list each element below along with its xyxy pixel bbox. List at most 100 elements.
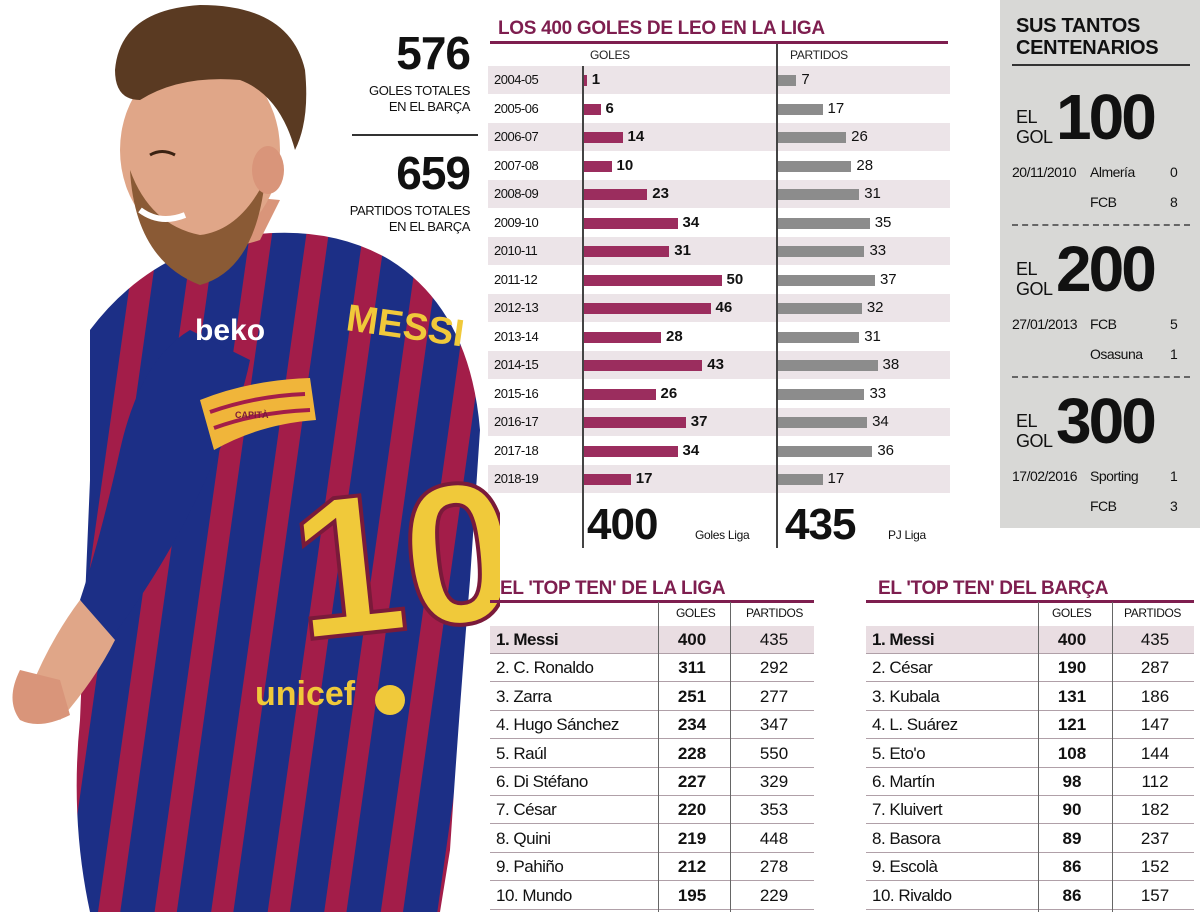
- centenary-team-2: Osasuna: [1090, 346, 1143, 362]
- match-bar: [778, 75, 797, 86]
- goal-value: 37: [690, 413, 708, 430]
- top-ten-liga-matches: 292: [759, 658, 789, 678]
- goal-bar: [584, 360, 703, 371]
- match-bar: [778, 217, 870, 229]
- match-value: 26: [851, 128, 868, 145]
- top-ten-barca-player-name: 3. Kubala: [872, 686, 940, 706]
- top-ten-barca-matches: 152: [1140, 857, 1170, 877]
- match-bar: [778, 360, 878, 371]
- season-label: 2016-17: [494, 414, 539, 429]
- top-ten-barca-row: 2. César 190 287: [866, 654, 1194, 683]
- season-label: 2012-13: [494, 300, 539, 315]
- top-ten-liga-player-name: 5. Raúl: [496, 743, 547, 763]
- centenary-goal-number: 200: [1056, 233, 1157, 305]
- total-goals-value: 576: [396, 27, 471, 79]
- top-ten-barca-goals: 400: [1057, 630, 1087, 649]
- chart-title-underline: [490, 41, 948, 44]
- top-ten-barca-row: 6. Martín 98 112: [866, 768, 1194, 796]
- top-ten-barca-col-divider: [1038, 602, 1039, 912]
- season-label: 2011-12: [494, 271, 538, 287]
- centenary-separator: [1012, 376, 1190, 378]
- top-ten-barca-player-name: 1. Messi: [872, 630, 935, 649]
- top-ten-liga-matches: 435: [759, 630, 789, 649]
- centenary-score-2: 1: [1170, 346, 1178, 362]
- top-ten-barca-row: 10. Rivaldo 86 157: [866, 882, 1194, 910]
- top-ten-liga-player-name: 2. C. Ronaldo: [496, 658, 594, 678]
- centenary-team-2: FCB: [1090, 498, 1117, 514]
- match-bar: [778, 388, 865, 400]
- goal-value: 14: [627, 128, 645, 145]
- top-ten-liga-row: 4. Hugo Sánchez 234 347: [490, 711, 814, 740]
- season-label: 2017-18: [494, 442, 539, 458]
- match-bar: [778, 103, 823, 115]
- top-ten-barca-row: 9. Escolà 86 152: [866, 853, 1194, 882]
- match-value: 37: [879, 270, 897, 288]
- centenary-title-line-1: SUS TANTOS: [1016, 15, 1141, 37]
- top-ten-barca-matches: 182: [1140, 800, 1170, 820]
- top-ten-barca-matches: 287: [1140, 658, 1170, 678]
- top-ten-liga-goals: 228: [677, 743, 707, 763]
- season-label: 2018-19: [494, 471, 539, 486]
- match-value: 31: [864, 185, 881, 202]
- jersey-sponsor: beko: [195, 314, 265, 347]
- top-ten-barca-goals: 89: [1062, 828, 1082, 848]
- top-ten-barca-matches: 144: [1140, 743, 1170, 763]
- top-ten-liga-matches: 353: [759, 800, 789, 820]
- top-ten-liga-goals: 219: [677, 828, 707, 848]
- centenary-date: 20/11/2010: [1012, 164, 1077, 180]
- season-label: 2004-05: [494, 72, 539, 87]
- match-value: 36: [877, 441, 894, 459]
- centenary-gol-label: GOL: [1016, 431, 1053, 451]
- centenary-goal-number: 100: [1056, 81, 1157, 153]
- totals-divider: [352, 134, 478, 136]
- chart-title: LOS 400 GOLES DE LEO EN LA LIGA: [498, 18, 825, 39]
- top-ten-barca-player-name: 5. Eto'o: [872, 743, 926, 763]
- match-bar: [778, 417, 868, 428]
- goal-value: 46: [715, 299, 733, 316]
- top-ten-barca-matches: 435: [1140, 630, 1170, 649]
- chart-row: 2018-19 17 17: [488, 465, 950, 493]
- top-ten-liga-player-name: 6. Di Stéfano: [496, 772, 588, 791]
- top-ten-barca-player-name: 4. L. Suárez: [872, 715, 958, 735]
- top-ten-barca-player-name: 9. Escolà: [872, 857, 938, 877]
- top-ten-liga-player-name: 4. Hugo Sánchez: [496, 715, 619, 735]
- goal-bar: [584, 474, 631, 485]
- season-label: 2005-06: [494, 100, 539, 116]
- top-ten-liga-row: 6. Di Stéfano 227 329: [490, 768, 814, 796]
- goal-value: 31: [674, 242, 691, 259]
- liga-goals-total-label: Goles Liga: [695, 528, 750, 542]
- top-ten-barca-goals-header: GOLES: [1052, 606, 1092, 620]
- goal-bar: [584, 75, 587, 86]
- chart-row: 2010-11 31 33: [488, 237, 950, 265]
- matches-column-header: PARTIDOS: [790, 48, 848, 62]
- top-ten-barca-player-name: 10. Rivaldo: [872, 885, 952, 905]
- top-ten-liga-player-name: 3. Zarra: [496, 686, 552, 706]
- top-ten-liga-row: 8. Quini 219 448: [490, 825, 814, 853]
- season-label: 2007-08: [494, 157, 539, 173]
- top-ten-barca-goals: 190: [1057, 658, 1087, 678]
- top-ten-barca-goals: 108: [1057, 743, 1087, 763]
- top-ten-barca-row: 1. Messi 400 435: [866, 626, 1194, 654]
- centenary-title-line-2: CENTENARIOS: [1016, 37, 1159, 59]
- top-ten-liga-goals-header: GOLES: [676, 606, 716, 620]
- top-ten-barca-row: 7. Kluivert 90 182: [866, 796, 1194, 825]
- chart-row: 2004-05 1 7: [488, 66, 950, 94]
- goal-value: 50: [726, 270, 744, 288]
- top-ten-liga-matches: 329: [759, 772, 789, 791]
- player-photo: 10 MESSI beko CAPITÀ unicef: [12, 5, 500, 912]
- total-matches-label-2: EN EL BARÇA: [388, 219, 470, 234]
- centenary-date: 27/01/2013: [1012, 316, 1078, 332]
- jersey-captain: CAPITÀ: [235, 410, 269, 420]
- chart-row: 2006-07 14 26: [488, 123, 950, 151]
- goal-value: 34: [682, 213, 700, 231]
- top-ten-barca-row: 3. Kubala 131 186: [866, 683, 1194, 711]
- chart-row: 2007-08 10 28: [488, 151, 950, 180]
- chart-row: 2015-16 26 33: [488, 379, 950, 408]
- top-ten-barca-matches: 157: [1140, 885, 1170, 905]
- top-ten-liga-matches: 278: [759, 857, 789, 877]
- total-matches-value: 659: [396, 147, 471, 199]
- goal-bar: [584, 274, 722, 286]
- centenary-el-label: EL: [1016, 411, 1038, 431]
- centenary-score-2: 8: [1170, 194, 1178, 210]
- top-ten-barca-player-name: 6. Martín: [872, 772, 935, 791]
